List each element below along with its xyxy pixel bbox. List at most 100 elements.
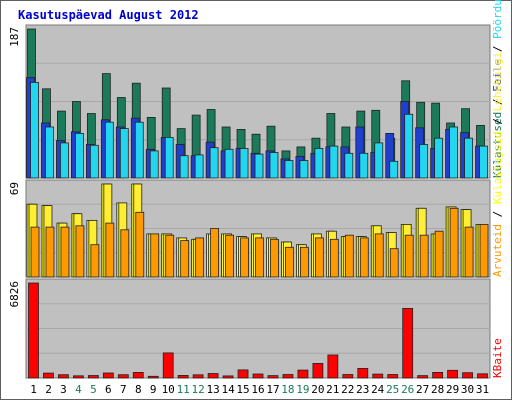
bar-poordumisi-9 xyxy=(149,150,159,179)
x-tick-label-4: 4 xyxy=(75,383,82,396)
x-tick-label-22: 22 xyxy=(341,383,354,396)
bar-arvuteid-2 xyxy=(45,226,55,278)
bar-arvuteid-14 xyxy=(225,234,234,278)
x-tick-label-14: 14 xyxy=(221,383,235,396)
x-tick-label-17: 17 xyxy=(266,383,279,396)
bar-poordumisi-26 xyxy=(404,113,414,179)
bar-kbaite-31 xyxy=(477,373,488,379)
bar-kbaite-12 xyxy=(192,374,204,379)
bar-arvuteid-10 xyxy=(165,234,175,278)
bar-poordumisi-2 xyxy=(45,126,54,179)
x-tick-label-23: 23 xyxy=(356,383,369,396)
x-tick-label-31: 31 xyxy=(476,383,489,396)
bar-arvuteid-13 xyxy=(210,228,220,278)
bar-poordumisi-4 xyxy=(75,132,84,179)
bar-poordumisi-21 xyxy=(329,145,339,179)
x-tick-label-24: 24 xyxy=(371,383,385,396)
bar-poordumisi-31 xyxy=(479,145,488,179)
bar-kbaite-28 xyxy=(432,371,444,379)
bar-poordumisi-18 xyxy=(284,160,294,179)
bar-kbaite-2 xyxy=(43,372,54,379)
bar-kbaite-5 xyxy=(87,375,99,379)
x-tick-label-5: 5 xyxy=(90,383,97,396)
bar-poordumisi-7 xyxy=(119,128,129,179)
bar-arvuteid-18 xyxy=(285,246,294,278)
bar-kbaite-15 xyxy=(237,369,249,379)
bar-poordumisi-6 xyxy=(104,121,114,179)
bar-arvuteid-23 xyxy=(359,237,369,278)
x-tick-label-7: 7 xyxy=(120,383,127,396)
y-max-label-panel-2: 69 xyxy=(8,182,21,195)
bar-arvuteid-17 xyxy=(270,238,279,278)
x-tick-label-13: 13 xyxy=(206,383,219,396)
bar-arvuteid-12 xyxy=(195,237,205,278)
bar-kbaite-18 xyxy=(282,374,294,379)
bar-poordumisi-19 xyxy=(299,160,309,179)
bar-arvuteid-15 xyxy=(240,237,249,278)
bar-kbaite-1 xyxy=(28,282,39,379)
legend-item-1-1: Külastused xyxy=(491,112,504,178)
x-tick-label-10: 10 xyxy=(162,383,175,396)
bar-poordumisi-13 xyxy=(209,147,219,179)
x-tick-label-18: 18 xyxy=(281,383,294,396)
bar-poordumisi-17 xyxy=(269,152,279,179)
bar-kbaite-8 xyxy=(132,371,144,379)
bar-kbaite-20 xyxy=(312,362,324,379)
bar-kbaite-13 xyxy=(207,373,219,379)
bar-poordumisi-3 xyxy=(60,142,69,179)
legend-item-3-1: KBaite xyxy=(491,338,504,378)
x-tick-label-30: 30 xyxy=(461,383,474,396)
bar-poordumisi-5 xyxy=(89,144,99,179)
bar-kbaite-9 xyxy=(147,375,159,379)
legend-item-1-3: Pöördumisi xyxy=(491,0,504,39)
bar-arvuteid-29 xyxy=(449,207,459,278)
bar-arvuteid-22 xyxy=(344,234,354,278)
legend-item-2-2: Külastajaid xyxy=(491,131,504,204)
legend-item-1-2: Faile xyxy=(491,59,504,92)
x-tick-label-16: 16 xyxy=(251,383,264,396)
bar-arvuteid-4 xyxy=(75,225,85,278)
bar-kbaite-17 xyxy=(267,375,279,379)
bar-kbaite-26 xyxy=(402,307,414,379)
legend-separator: / xyxy=(491,111,504,131)
bar-kbaite-19 xyxy=(297,369,309,379)
x-tick-label-2: 2 xyxy=(45,383,52,396)
bar-arvuteid-11 xyxy=(180,240,190,278)
legend-panel-3: KBaite xyxy=(491,338,504,378)
bar-arvuteid-28 xyxy=(434,230,444,278)
bar-poordumisi-29 xyxy=(449,126,458,179)
x-tick-label-19: 19 xyxy=(296,383,309,396)
bar-poordumisi-11 xyxy=(179,155,189,179)
bar-poordumisi-20 xyxy=(314,148,324,179)
bar-kbaite-23 xyxy=(357,367,369,379)
bar-kbaite-4 xyxy=(73,375,84,379)
legend-separator: / xyxy=(491,39,504,59)
x-tick-label-9: 9 xyxy=(150,383,157,396)
bar-poordumisi-25 xyxy=(389,160,399,179)
x-tick-label-21: 21 xyxy=(326,383,339,396)
bar-kbaite-21 xyxy=(327,354,339,379)
chart-title: Kasutuspäevad August 2012 xyxy=(18,8,199,22)
bar-arvuteid-9 xyxy=(150,233,160,278)
bar-arvuteid-7 xyxy=(120,229,130,278)
y-max-label-panel-3: 6826 xyxy=(8,281,21,308)
bar-poordumisi-16 xyxy=(254,153,264,179)
bar-poordumisi-30 xyxy=(464,137,473,179)
legend-separator: / xyxy=(491,92,504,112)
x-tick-label-12: 12 xyxy=(191,383,204,396)
bar-arvuteid-24 xyxy=(374,233,384,278)
bar-poordumisi-10 xyxy=(164,136,174,179)
legend-panel-2: Arvuteid / Külastajaid / Lehekülgi xyxy=(491,52,504,277)
bar-kbaite-6 xyxy=(102,372,114,379)
bar-kbaite-16 xyxy=(252,373,264,379)
legend-panel-1: Külastused / Faile / Pöördumisi xyxy=(491,0,504,178)
bar-kbaite-10 xyxy=(162,352,174,379)
bar-arvuteid-20 xyxy=(314,237,324,278)
bar-poordumisi-28 xyxy=(434,137,444,179)
legend-separator: / xyxy=(491,204,504,224)
bar-arvuteid-5 xyxy=(90,244,100,278)
bar-arvuteid-16 xyxy=(255,237,264,278)
y-max-label-panel-1: 187 xyxy=(8,27,21,47)
bar-kbaite-25 xyxy=(387,374,399,379)
